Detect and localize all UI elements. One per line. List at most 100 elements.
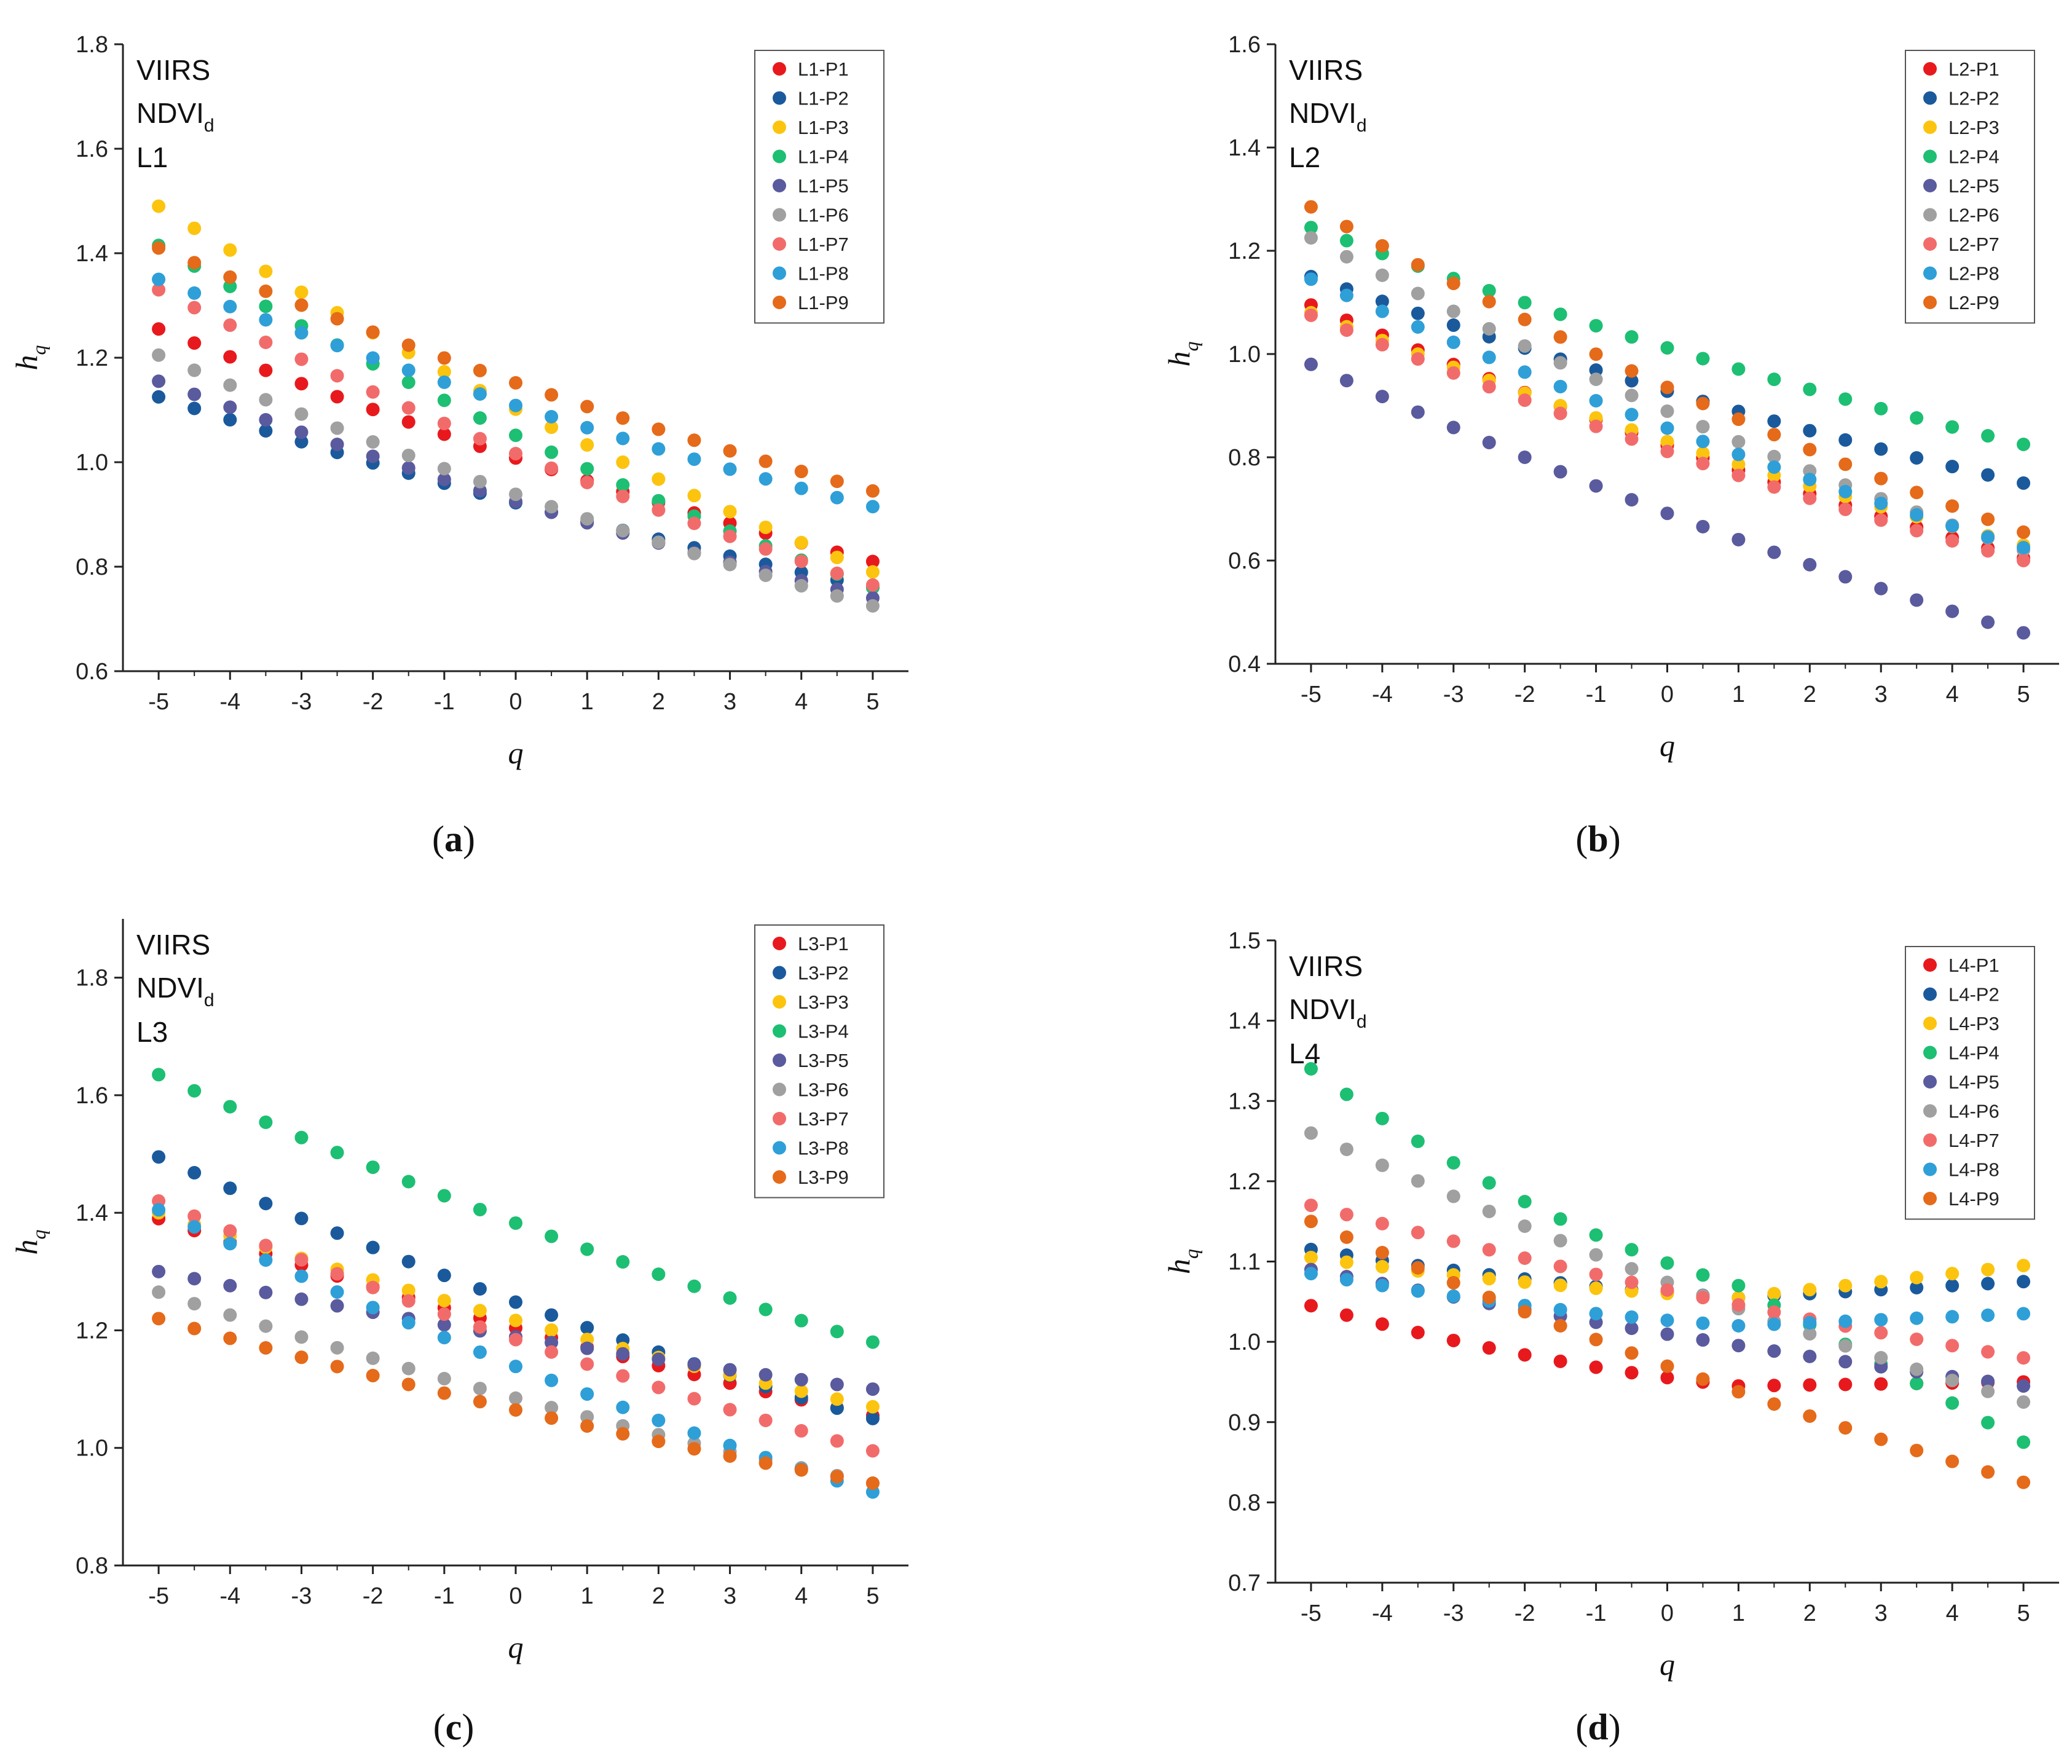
x-tick-label: 4 [795, 1583, 808, 1609]
caption-close: ) [1609, 819, 1621, 859]
data-point [1375, 1246, 1389, 1260]
data-point [259, 336, 273, 350]
data-point [437, 1386, 451, 1400]
data-point [545, 1308, 559, 1322]
data-point [1304, 1062, 1318, 1076]
data-point [152, 348, 166, 362]
data-point [1660, 380, 1674, 395]
data-point [294, 1253, 309, 1267]
data-point [330, 1341, 344, 1355]
data-point [1304, 357, 1318, 371]
data-point [1518, 1348, 1532, 1362]
x-tick-label: 4 [795, 689, 808, 715]
data-point [1446, 304, 1460, 318]
data-point [1482, 380, 1496, 394]
data-point [223, 1100, 237, 1114]
data-point [1945, 1396, 1960, 1410]
data-point [1945, 1339, 1960, 1353]
data-point [545, 1336, 559, 1350]
data-point [1411, 306, 1425, 320]
data-point [1482, 350, 1496, 364]
data-point [1803, 1283, 1817, 1297]
series-L3-P5 [152, 1264, 880, 1396]
data-point [1910, 1362, 1924, 1376]
y-tick-label: 1.2 [76, 345, 108, 371]
data-point [545, 1411, 559, 1425]
data-point [616, 524, 630, 538]
x-tick-label: 1 [1732, 682, 1745, 707]
data-point [437, 1269, 451, 1283]
data-point [865, 599, 880, 613]
data-point [1518, 1195, 1532, 1209]
data-point [1553, 356, 1567, 370]
data-point [401, 338, 416, 352]
data-point [1411, 405, 1425, 419]
legend-marker [1923, 1104, 1937, 1118]
data-point [1625, 374, 1639, 388]
data-point [223, 1308, 237, 1322]
x-tick-label: -3 [1443, 682, 1464, 707]
data-point [1625, 364, 1639, 378]
data-point [1482, 294, 1496, 309]
data-point [865, 484, 880, 498]
data-point [1411, 286, 1425, 301]
data-point [473, 431, 487, 446]
data-point [1411, 1174, 1425, 1188]
annotation-region: L1 [136, 141, 168, 173]
data-point [509, 1403, 522, 1417]
data-point [1518, 451, 1532, 465]
series-L2-P9 [1304, 200, 2031, 539]
data-point [865, 1411, 880, 1425]
data-point [1981, 1416, 1995, 1430]
x-tick-label: 2 [652, 689, 665, 715]
x-tick-label: 5 [866, 689, 879, 715]
data-point [1660, 444, 1674, 459]
data-point [2017, 554, 2031, 567]
legend: L2-P1 L2-P2 L2-P3 L2-P4 L2-P5 L2-P6 L2-P7 L2-P8… [1905, 50, 2035, 324]
data-point [187, 221, 202, 235]
data-point [1874, 401, 1888, 415]
data-point [687, 452, 701, 467]
data-point [652, 494, 666, 508]
x-tick-label: 1 [581, 689, 594, 715]
data-point [294, 1211, 309, 1226]
data-point [794, 1372, 808, 1387]
data-point [2017, 626, 2031, 640]
caption-close: ) [463, 819, 475, 859]
data-point [401, 375, 416, 389]
data-point [294, 435, 309, 449]
legend-label: L4-P6 [1948, 1101, 1999, 1122]
x-tick-label: 2 [1803, 682, 1816, 707]
data-point [652, 442, 666, 456]
legend-label: L3-P5 [798, 1050, 849, 1071]
x-axis-label: q [508, 736, 524, 770]
caption-letter: a [444, 819, 463, 859]
data-point [865, 1400, 880, 1414]
data-point [830, 589, 844, 603]
data-point [865, 1476, 880, 1490]
annotation-index-subscript: d [1357, 116, 1367, 136]
data-point [509, 1360, 522, 1374]
data-point [1375, 1111, 1389, 1125]
data-point [687, 546, 701, 561]
data-point [366, 351, 380, 365]
legend-label: L2-P2 [1948, 88, 1999, 109]
data-point [1411, 1261, 1425, 1275]
data-point [1375, 1158, 1389, 1172]
data-point [1482, 1341, 1496, 1355]
data-point [1411, 1134, 1425, 1148]
data-point [723, 1363, 737, 1377]
data-point [1696, 1372, 1710, 1386]
data-point [1339, 288, 1353, 302]
data-point [437, 393, 451, 408]
data-point [1446, 1156, 1460, 1170]
data-point [152, 1312, 166, 1326]
data-point [1945, 420, 1960, 434]
data-point [1731, 1319, 1746, 1333]
legend-label: L2-P9 [1948, 292, 1999, 313]
data-point [473, 411, 487, 425]
data-point [2017, 1307, 2031, 1321]
data-point [758, 520, 773, 534]
data-point [1304, 1199, 1318, 1213]
data-point [223, 299, 237, 313]
